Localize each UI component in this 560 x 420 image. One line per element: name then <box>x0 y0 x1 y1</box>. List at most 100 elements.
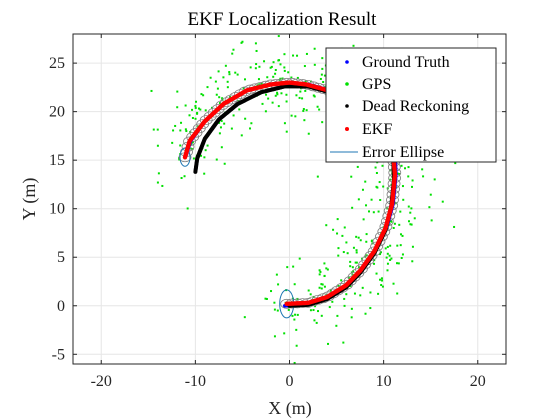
gps-point <box>375 272 378 275</box>
gps-point <box>428 206 431 209</box>
gps-point <box>350 307 353 310</box>
gps-point <box>441 200 444 203</box>
gps-point <box>302 109 305 112</box>
gps-point <box>380 284 383 287</box>
gps-point <box>307 289 310 292</box>
gps-point <box>270 65 273 68</box>
gps-point <box>307 132 310 135</box>
ekf-ellipse <box>207 107 221 118</box>
gps-point <box>318 273 321 276</box>
gps-point <box>283 66 286 69</box>
y-tick-label: 5 <box>57 249 65 266</box>
legend-marker-gps <box>345 82 349 86</box>
gps-point <box>194 106 197 109</box>
gps-point <box>326 268 329 271</box>
gps-point <box>298 257 301 260</box>
gps-point <box>401 185 404 188</box>
gps-point <box>244 117 247 120</box>
gps-point <box>375 185 378 188</box>
gps-point <box>221 97 224 100</box>
gps-point <box>337 247 340 250</box>
gps-point <box>370 198 373 201</box>
gps-point <box>411 260 414 263</box>
gps-point <box>287 308 290 311</box>
x-tick-label: 0 <box>286 373 294 390</box>
gps-point <box>273 308 276 311</box>
gps-point <box>357 198 360 201</box>
gps-point <box>321 283 324 286</box>
gps-point <box>309 293 312 296</box>
y-axis-label: Y (m) <box>19 178 40 221</box>
gps-point <box>240 41 243 44</box>
gps-point <box>161 184 164 187</box>
gps-point <box>320 314 323 317</box>
gps-point <box>361 286 364 289</box>
gps-point <box>197 107 200 110</box>
gps-point <box>386 262 389 265</box>
gps-point <box>301 97 304 100</box>
gps-point <box>357 236 360 239</box>
y-tick-label: -5 <box>52 346 65 363</box>
gps-point <box>402 198 405 201</box>
gps-point <box>283 69 286 72</box>
gps-point <box>202 94 205 97</box>
gps-point <box>254 67 257 70</box>
gps-point <box>156 144 159 147</box>
error-ellipse-end <box>179 147 191 167</box>
gps-point <box>392 226 395 229</box>
gps-point <box>285 130 288 133</box>
gps-point <box>332 228 335 231</box>
ekf-ellipse <box>186 132 200 142</box>
gps-point <box>194 117 197 120</box>
gps-point <box>293 283 296 286</box>
gps-point <box>433 178 436 181</box>
gps-point <box>267 97 270 100</box>
gps-point <box>321 67 324 70</box>
gps-point <box>430 219 433 222</box>
gps-point <box>345 241 348 244</box>
gps-point <box>358 266 361 269</box>
gps-point <box>396 244 399 247</box>
gps-point <box>409 211 412 214</box>
gps-point <box>317 310 320 313</box>
gps-point <box>180 121 183 124</box>
gps-point <box>318 286 321 289</box>
gps-point <box>350 316 353 319</box>
gps-point <box>321 57 324 60</box>
gps-point <box>172 129 175 132</box>
gps-point <box>228 73 231 76</box>
gps-point <box>200 154 203 157</box>
gps-point <box>152 128 155 131</box>
gps-point <box>331 300 334 303</box>
gps-point <box>410 223 413 226</box>
gps-point <box>276 309 279 312</box>
gps-point <box>218 96 221 99</box>
gps-point <box>359 294 362 297</box>
gps-point <box>209 76 212 79</box>
gps-point <box>243 316 246 319</box>
gps-point <box>325 293 328 296</box>
gps-point <box>264 110 267 113</box>
gps-point <box>399 233 402 236</box>
gps-point <box>290 76 293 79</box>
gps-point <box>200 93 203 96</box>
gps-point <box>336 314 339 317</box>
gps-point <box>355 251 358 254</box>
gps-point <box>216 87 219 90</box>
gps-point <box>265 297 268 300</box>
gps-point <box>352 44 355 47</box>
gps-point <box>328 306 331 309</box>
gps-point <box>392 282 395 285</box>
gps-point <box>280 92 283 95</box>
gps-point <box>364 312 367 315</box>
gps-point <box>319 77 322 80</box>
gps-point <box>176 90 179 93</box>
gps-point <box>191 141 194 144</box>
gps-point <box>222 76 225 79</box>
gps-point <box>323 262 326 265</box>
gps-point <box>320 73 323 76</box>
legend: Ground Truth GPS Dead Reckoning EKF Erro… <box>325 47 497 163</box>
gps-point <box>384 247 387 250</box>
gps-point <box>399 210 402 213</box>
gps-point <box>342 251 345 254</box>
